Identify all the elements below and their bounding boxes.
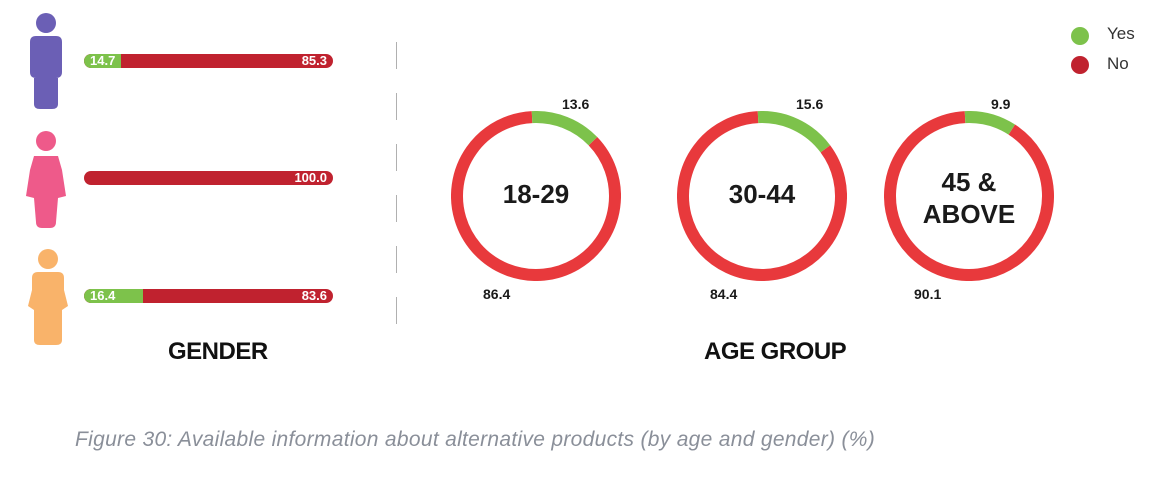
donut-yes-arc bbox=[964, 111, 1016, 135]
bar-no-label: 85.3 bbox=[301, 54, 327, 68]
male-person-icon bbox=[30, 13, 62, 109]
donut-30-44 bbox=[677, 111, 847, 281]
donut-no-arc bbox=[884, 111, 1054, 281]
donut-yes-arc bbox=[757, 111, 831, 153]
bar-yes-segment bbox=[84, 289, 143, 303]
bar-yes-label: 14.7 bbox=[90, 54, 116, 68]
donut-yes-label: 9.9 bbox=[991, 96, 1011, 112]
donut-yes-label: 15.6 bbox=[796, 96, 824, 112]
figure-caption: Figure 30: Available information about a… bbox=[75, 428, 876, 451]
legend-dot-no bbox=[1071, 56, 1089, 74]
donut-18-29 bbox=[451, 111, 621, 281]
donut-center-label: 45 & ABOVE bbox=[922, 167, 1016, 229]
donut-center-label: 30-44 bbox=[728, 179, 796, 209]
legend-dot-yes bbox=[1071, 27, 1089, 45]
gender-bar-male: 14.7 85.3 bbox=[84, 54, 333, 68]
donut-yes-arc bbox=[531, 111, 598, 146]
donut-no-arc bbox=[677, 111, 847, 281]
female-person-icon bbox=[26, 131, 66, 228]
legend-label-yes: Yes bbox=[1107, 24, 1135, 43]
donut-no-label: 90.1 bbox=[914, 286, 942, 302]
bar-no-label: 83.6 bbox=[301, 289, 327, 303]
donut-rings bbox=[884, 111, 1054, 281]
donut-center-label: 18-29 bbox=[502, 179, 570, 209]
donut-no-arc bbox=[451, 111, 621, 281]
donut-yes-label: 13.6 bbox=[562, 96, 590, 112]
gender-bar-female: 100.0 bbox=[84, 171, 333, 185]
bar-yes-segment bbox=[84, 54, 121, 68]
legend-label-no: No bbox=[1107, 54, 1129, 73]
donut-rings bbox=[451, 111, 621, 281]
gender-bar-other: 16.4 83.6 bbox=[84, 289, 333, 303]
donut-45-above bbox=[884, 111, 1054, 281]
other-person-icon bbox=[28, 249, 68, 345]
donut-no-label: 86.4 bbox=[483, 286, 511, 302]
bar-yes-label: 16.4 bbox=[90, 289, 116, 303]
donut-no-label: 84.4 bbox=[710, 286, 738, 302]
bar-no-label: 100.0 bbox=[294, 171, 327, 185]
gender-title: GENDER bbox=[168, 338, 268, 365]
age-group-title: AGE GROUP bbox=[704, 338, 847, 365]
donut-rings bbox=[677, 111, 847, 281]
